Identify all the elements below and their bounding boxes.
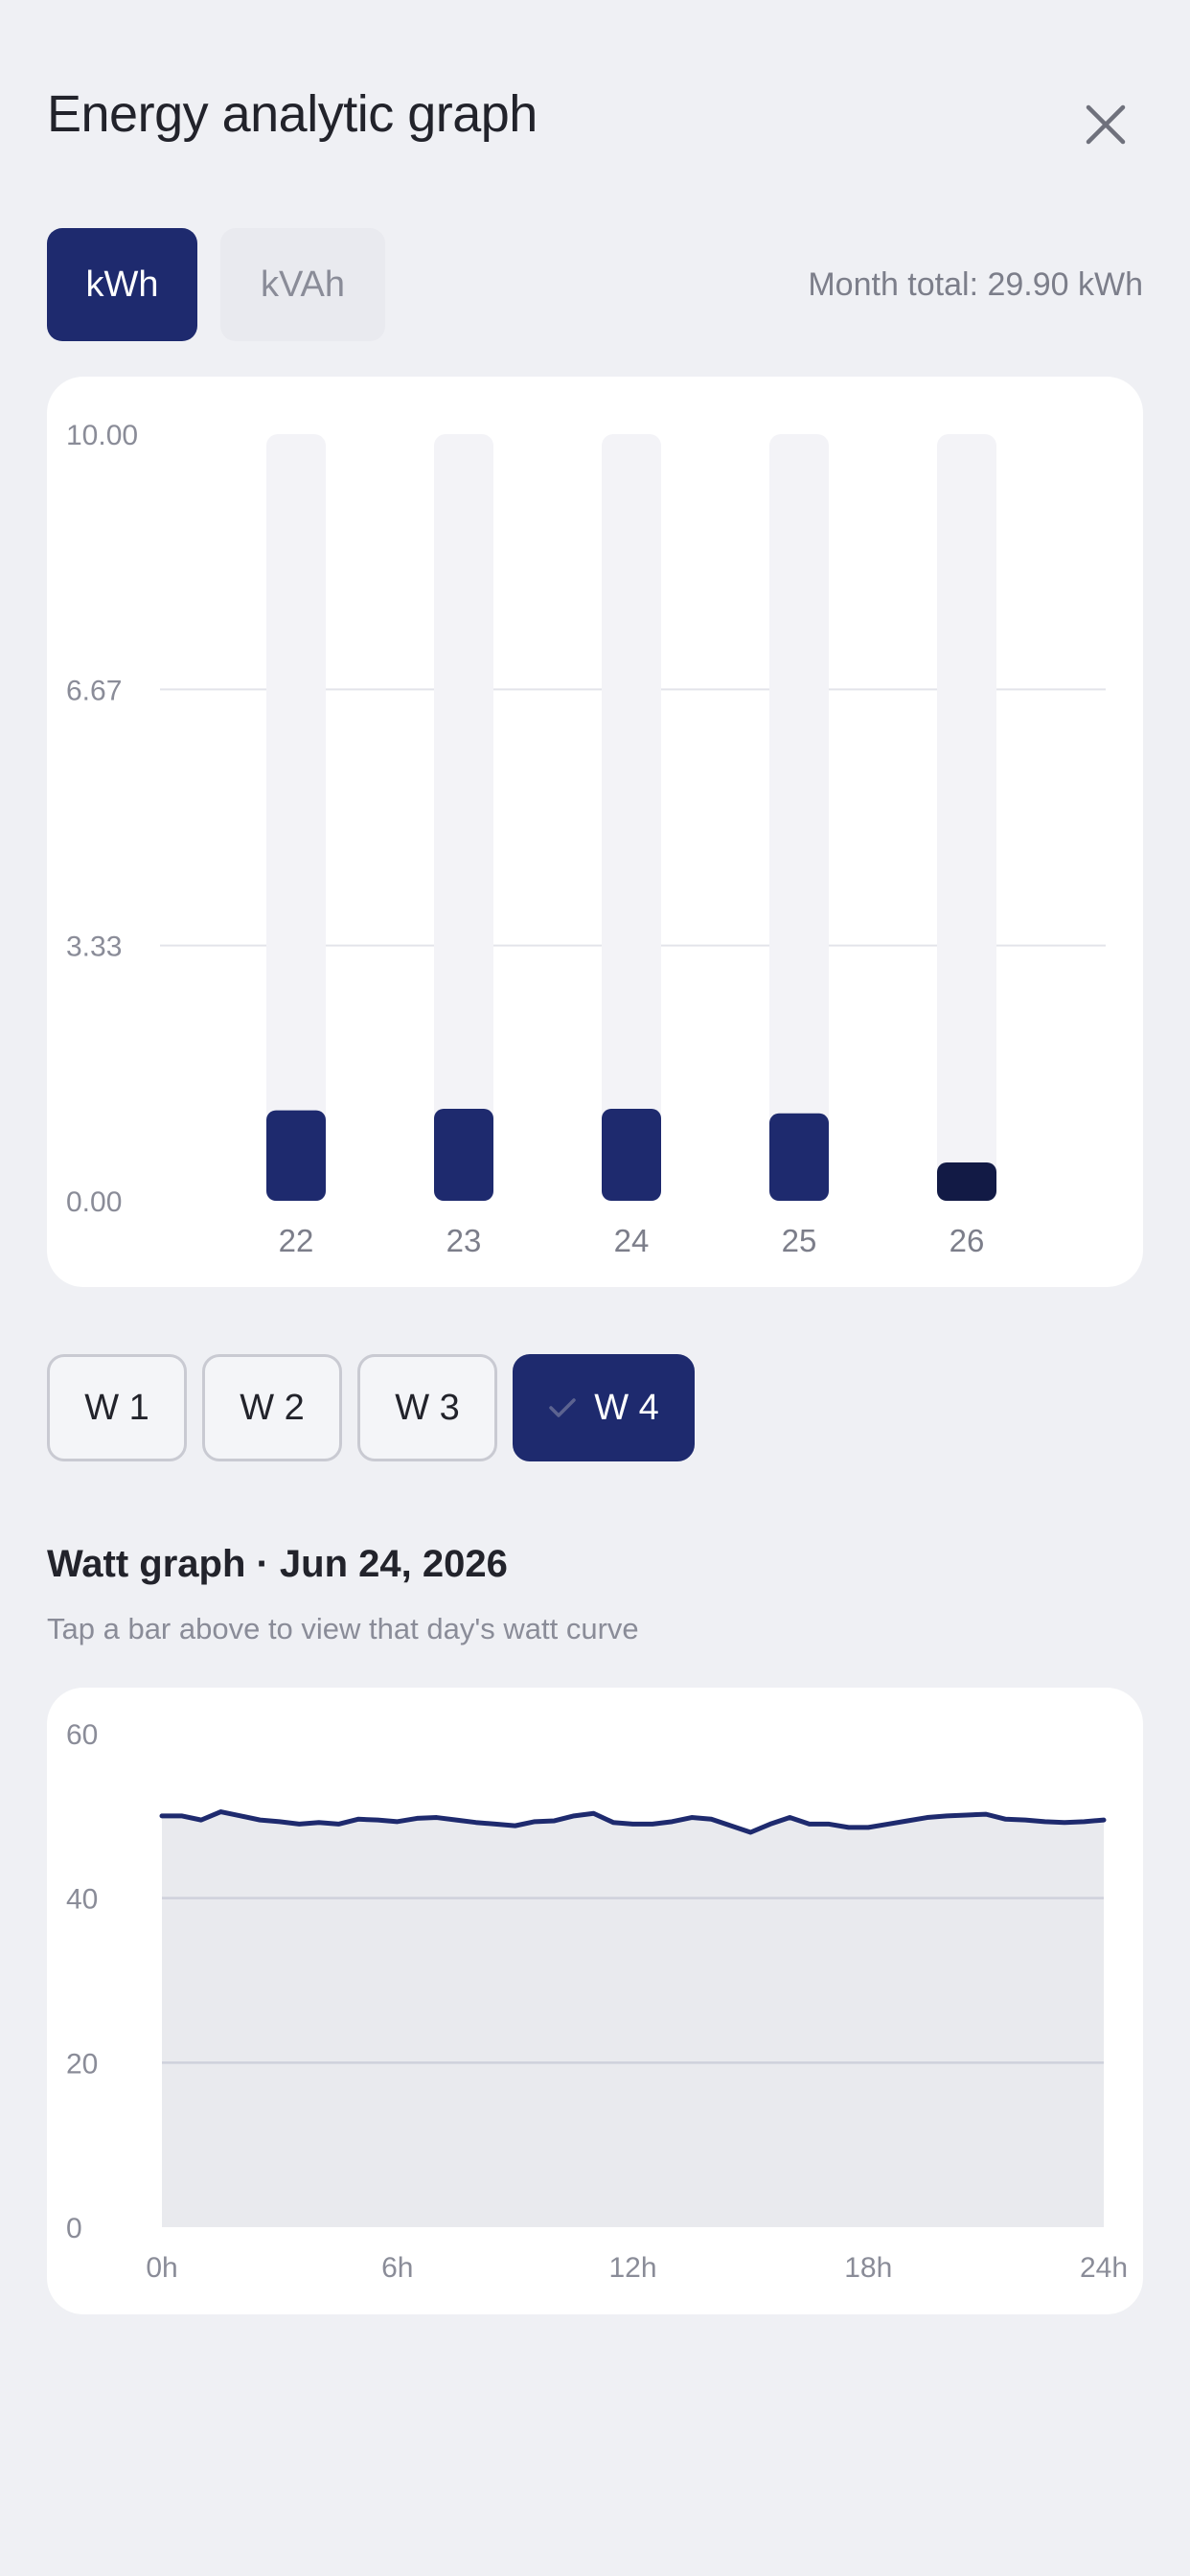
- unit-kwh-button[interactable]: kWh: [47, 228, 197, 341]
- watt-area-chart: 60 40 20 0 0h 6h 12h 18h 24h: [66, 1719, 1128, 2284]
- bar: [266, 1110, 326, 1201]
- bar: [937, 1162, 996, 1201]
- bar-track: [266, 434, 326, 1201]
- week-4-button[interactable]: W 4: [513, 1354, 695, 1461]
- daily-energy-card: 10.00 6.67 3.33 0.00 22 23 24 25 26: [47, 377, 1143, 1287]
- y-tick-label: 6.67: [66, 675, 122, 706]
- x-tick-label: 6h: [381, 2252, 413, 2284]
- watt-line: [159, 1809, 1107, 1835]
- y-tick-label: 10.00: [66, 420, 138, 451]
- week-selector: W 1 W 2 W 3 W 4: [47, 1354, 695, 1461]
- month-total: Month total: 29.90 kWh: [808, 266, 1143, 303]
- bar-track: [434, 434, 493, 1201]
- check-icon: [549, 1398, 576, 1417]
- bar-track: [937, 434, 996, 1201]
- y-tick-label: 40: [66, 1884, 98, 1916]
- bar-track: [602, 434, 661, 1201]
- x-tick-label: 12h: [608, 2252, 656, 2284]
- y-tick-label: 20: [66, 2048, 98, 2080]
- bar-track: [769, 434, 829, 1201]
- x-tick-label: 0h: [146, 2252, 177, 2284]
- week-3-button[interactable]: W 3: [357, 1354, 497, 1461]
- y-tick-label: 60: [66, 1719, 98, 1751]
- unit-kvah-button[interactable]: kVAh: [220, 228, 385, 341]
- x-tick-label: 25: [782, 1223, 817, 1258]
- watt-graph-card: 60 40 20 0 0h 6h 12h 18h 24h: [47, 1688, 1143, 2314]
- x-tick-label: 24: [614, 1223, 650, 1258]
- watt-graph-title: Watt graph · Jun 24, 2026: [47, 1543, 508, 1585]
- bar: [602, 1109, 661, 1201]
- x-tick-label: 26: [950, 1223, 985, 1258]
- daily-energy-bar-chart: 10.00 6.67 3.33 0.00 22 23 24 25 26: [66, 420, 1106, 1258]
- watt-graph-subtitle: Tap a bar above to view that day's watt …: [47, 1612, 639, 1645]
- close-icon: [1086, 104, 1126, 145]
- y-tick-label: 0: [66, 2213, 82, 2244]
- x-tick-label: 23: [446, 1223, 482, 1258]
- x-tick-label: 18h: [844, 2252, 892, 2284]
- y-tick-label: 0.00: [66, 1186, 122, 1218]
- watt-area: [162, 1811, 1104, 2227]
- unit-toggle: kWh kVAh: [47, 228, 385, 341]
- x-tick-label: 24h: [1080, 2252, 1128, 2284]
- bar: [769, 1113, 829, 1201]
- week-2-button[interactable]: W 2: [202, 1354, 342, 1461]
- y-tick-label: 3.33: [66, 932, 122, 963]
- week-1-button[interactable]: W 1: [47, 1354, 187, 1461]
- bar: [434, 1109, 493, 1201]
- close-button[interactable]: [1071, 90, 1140, 159]
- page-title: Energy analytic graph: [47, 85, 538, 143]
- x-tick-label: 22: [279, 1223, 314, 1258]
- week-4-label: W 4: [594, 1387, 659, 1428]
